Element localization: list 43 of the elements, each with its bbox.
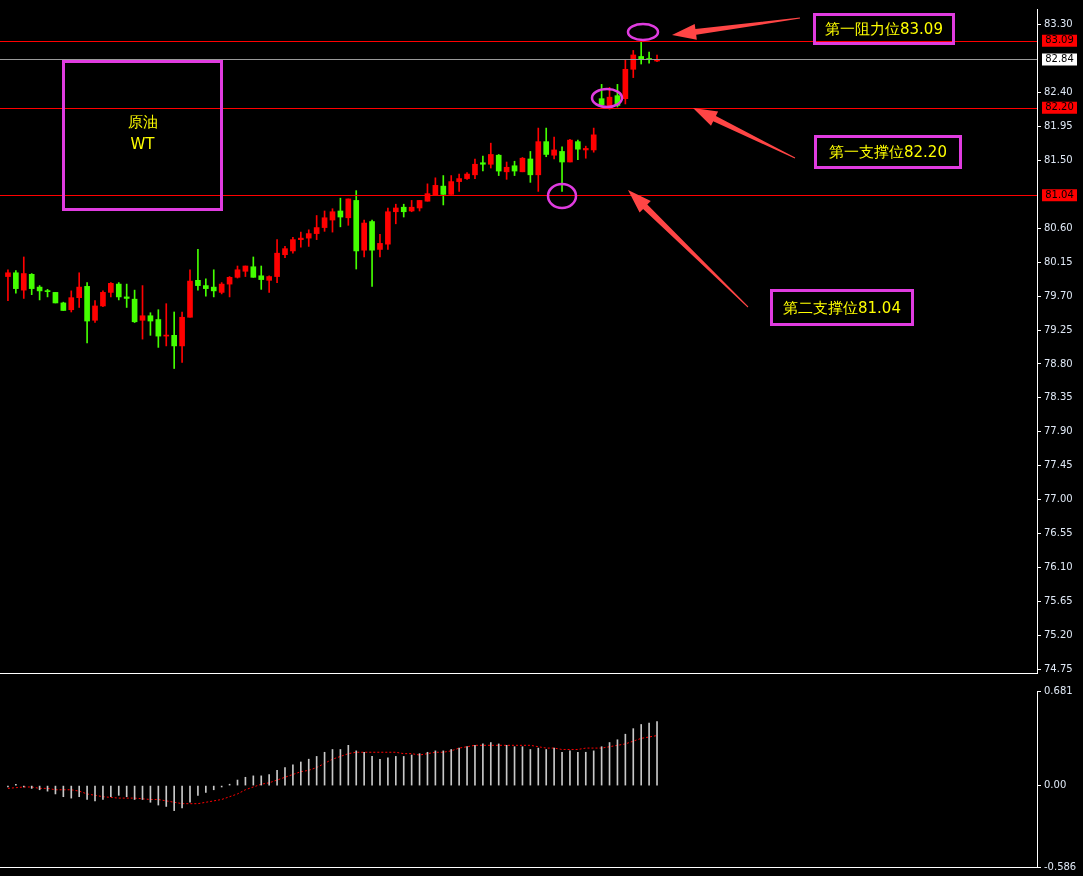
- annotation: 第二支撑位81.04: [770, 289, 914, 326]
- candlestick: [171, 311, 177, 369]
- candlestick: [582, 145, 589, 159]
- candlestick: [392, 203, 399, 225]
- candlestick: [297, 231, 304, 248]
- annotation: 原油 WT: [62, 60, 223, 211]
- y-tick-label: 78.35: [1044, 391, 1073, 403]
- ref-line-label: 82.84: [1045, 53, 1074, 65]
- y-tick-label: 0.681: [1044, 684, 1073, 696]
- ref-line-label: 82.20: [1045, 101, 1074, 113]
- y-tick-label: 78.80: [1044, 357, 1073, 369]
- y-tick-label: 75.20: [1044, 628, 1073, 640]
- ref-line-label: 83.09: [1045, 34, 1074, 46]
- y-tick-label: 80.15: [1044, 255, 1073, 267]
- y-tick-label: -0.586: [1044, 860, 1077, 872]
- y-tick-label: 81.50: [1044, 154, 1073, 166]
- y-tick-label: 76.55: [1044, 527, 1073, 539]
- y-tick-label: 83.30: [1044, 18, 1073, 30]
- candlestick: [210, 269, 217, 298]
- y-tick-label: 77.90: [1044, 425, 1073, 437]
- candlestick: [266, 275, 272, 293]
- y-tick-label: 80.60: [1044, 221, 1073, 233]
- candlestick: [480, 155, 486, 172]
- y-tick-label: 79.25: [1044, 323, 1073, 335]
- y-tick-label: 82.40: [1044, 86, 1073, 98]
- y-tick-label: 79.70: [1044, 289, 1073, 301]
- y-tick-label: 81.95: [1044, 120, 1073, 132]
- candlestick: [5, 269, 11, 302]
- line-series: [7, 735, 658, 805]
- y-tick-label: 74.75: [1044, 662, 1073, 674]
- annotation: 第一支撑位82.20: [814, 135, 962, 169]
- candlestick: [195, 249, 201, 291]
- candlestick: [123, 283, 130, 308]
- y-tick-label: 76.10: [1044, 561, 1073, 573]
- annotation: 第一阻力位83.09: [813, 13, 955, 45]
- candlestick: [203, 278, 209, 297]
- candlestick: [456, 173, 462, 192]
- y-tick-label: 0.00: [1044, 779, 1067, 791]
- ref-line-label: 81.04: [1045, 188, 1074, 200]
- y-tick-label: 77.45: [1044, 459, 1073, 471]
- y-tick-label: 75.65: [1044, 594, 1073, 606]
- candlestick: [258, 265, 265, 290]
- y-tick-label: 77.00: [1044, 493, 1073, 505]
